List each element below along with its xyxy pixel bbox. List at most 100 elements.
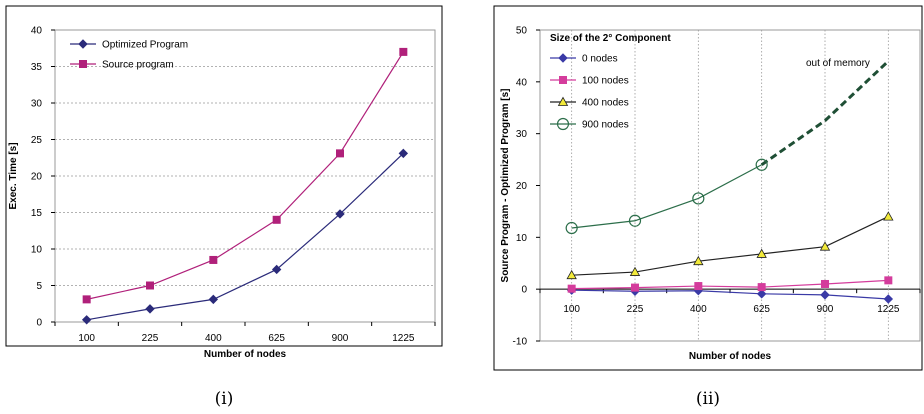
- legend-swatch-marker: [79, 60, 87, 68]
- chart-i-x-axis-label: Number of nodes: [204, 349, 287, 360]
- y-tick-label: 50: [516, 26, 528, 37]
- data-point: [336, 149, 344, 158]
- chart-i-caption: (i): [215, 389, 234, 409]
- chart-ii-legend: Size of the 2° Component 0 nodes 100 nodes…: [550, 33, 671, 131]
- data-point: [693, 255, 704, 266]
- data-point: [399, 47, 408, 56]
- y-tick-label: -10: [513, 337, 528, 348]
- y-tick-label: 5: [36, 281, 42, 292]
- legend-label: 400 nodes: [582, 98, 629, 109]
- chart-ii-y-ticks: -10 0 10 20 30 40 50: [513, 26, 540, 348]
- chart-ii-annotation: out of memory: [806, 58, 870, 69]
- chart-i-legend: Optimized Program Source program: [70, 39, 188, 71]
- chart-i-y-ticks: 0 5 10 15 20 25 30 35 40: [31, 26, 55, 329]
- chart-i: 0 5 10 15 20 25 30 35 40 100 225 400 625 900 1225 Opt…: [5, 5, 443, 409]
- data-point: [694, 282, 703, 291]
- y-tick-label: 25: [31, 135, 43, 146]
- legend-label: Source program: [102, 60, 174, 71]
- data-point: [755, 158, 768, 171]
- data-point: [819, 241, 831, 251]
- legend-label: 0 nodes: [582, 54, 618, 65]
- y-tick-label: 10: [516, 233, 528, 244]
- x-tick-label: 225: [142, 333, 159, 344]
- legend-item: Optimized Program: [70, 39, 188, 51]
- chart-i-y-axis-label: Exec. Time [s]: [8, 142, 19, 209]
- data-point: [628, 214, 642, 227]
- chart-i-series: [81, 47, 409, 325]
- series-line: [571, 279, 889, 290]
- data-point: [820, 290, 830, 300]
- y-tick-label: 30: [516, 129, 528, 140]
- y-tick-label: 15: [31, 208, 43, 219]
- y-tick-label: 40: [31, 26, 43, 37]
- y-tick-label: 40: [516, 77, 528, 88]
- legend-item: 100 nodes: [550, 76, 629, 87]
- chart-ii-x-axis-label: Number of nodes: [689, 351, 772, 362]
- data-point: [756, 289, 767, 299]
- legend-label: Optimized Program: [102, 40, 188, 51]
- data-point: [567, 284, 576, 293]
- data-point: [209, 255, 218, 264]
- x-tick-label: 625: [753, 304, 770, 315]
- data-point: [335, 209, 345, 219]
- data-point: [631, 283, 639, 292]
- series-line: [86, 51, 404, 300]
- data-point: [692, 192, 705, 205]
- data-point: [145, 304, 155, 314]
- series-900-nodes: [565, 60, 890, 235]
- data-point: [756, 248, 767, 258]
- legend-label: 900 nodes: [582, 120, 629, 131]
- x-tick-label: 225: [627, 304, 644, 315]
- x-tick-label: 900: [332, 333, 349, 344]
- series-line: [571, 289, 889, 300]
- chart-ii-series: [565, 60, 894, 304]
- series-line: [86, 152, 404, 321]
- legend-item: 900 nodes: [550, 117, 629, 131]
- chart-ii: -10 0 10 20 30 40 50 100 225 400 625 900 1225 Size …: [493, 5, 923, 409]
- legend-item: Source program: [70, 60, 174, 71]
- y-tick-label: 30: [31, 99, 43, 110]
- data-point: [566, 269, 577, 280]
- x-tick-label: 625: [268, 333, 285, 344]
- data-point: [208, 294, 219, 305]
- legend-swatch-marker: [558, 53, 568, 63]
- x-tick-label: 1225: [392, 333, 415, 344]
- data-point: [146, 281, 154, 290]
- series-400-nodes: [566, 211, 894, 280]
- data-point: [629, 266, 641, 276]
- x-tick-label: 1225: [877, 304, 900, 315]
- data-point: [81, 315, 92, 325]
- legend-swatch-marker: [78, 39, 88, 49]
- data-point: [883, 211, 894, 221]
- data-point: [271, 264, 282, 275]
- y-tick-label: 0: [521, 285, 527, 296]
- legend-swatch-marker: [557, 96, 569, 106]
- chart-i-x-ticks: 100 225 400 625 900 1225: [54, 322, 436, 344]
- x-tick-label: 900: [817, 304, 834, 315]
- series-line: [571, 164, 762, 229]
- legend-item: 0 nodes: [550, 53, 618, 65]
- data-point: [757, 283, 766, 292]
- data-point: [821, 279, 829, 288]
- legend-swatch-marker: [559, 76, 567, 84]
- legend-item: 400 nodes: [550, 96, 629, 109]
- legend-label: 100 nodes: [582, 76, 629, 87]
- x-tick-label: 100: [78, 333, 95, 344]
- x-tick-label: 400: [205, 333, 222, 344]
- y-tick-label: 20: [516, 181, 528, 192]
- series-line: [571, 216, 889, 276]
- data-point: [884, 276, 893, 285]
- data-point: [82, 295, 91, 304]
- data-point: [398, 148, 409, 159]
- x-tick-label: 400: [690, 304, 707, 315]
- y-tick-label: 35: [31, 62, 43, 73]
- data-point: [883, 294, 894, 304]
- y-tick-label: 20: [31, 172, 43, 183]
- data-point: [272, 215, 281, 224]
- series-line-projected: [760, 60, 890, 166]
- series-100-nodes: [567, 276, 893, 293]
- chart-ii-y-axis-label: Source Program - Optimized Program [s]: [500, 89, 511, 283]
- y-tick-label: 0: [36, 318, 42, 329]
- x-tick-label: 100: [563, 304, 580, 315]
